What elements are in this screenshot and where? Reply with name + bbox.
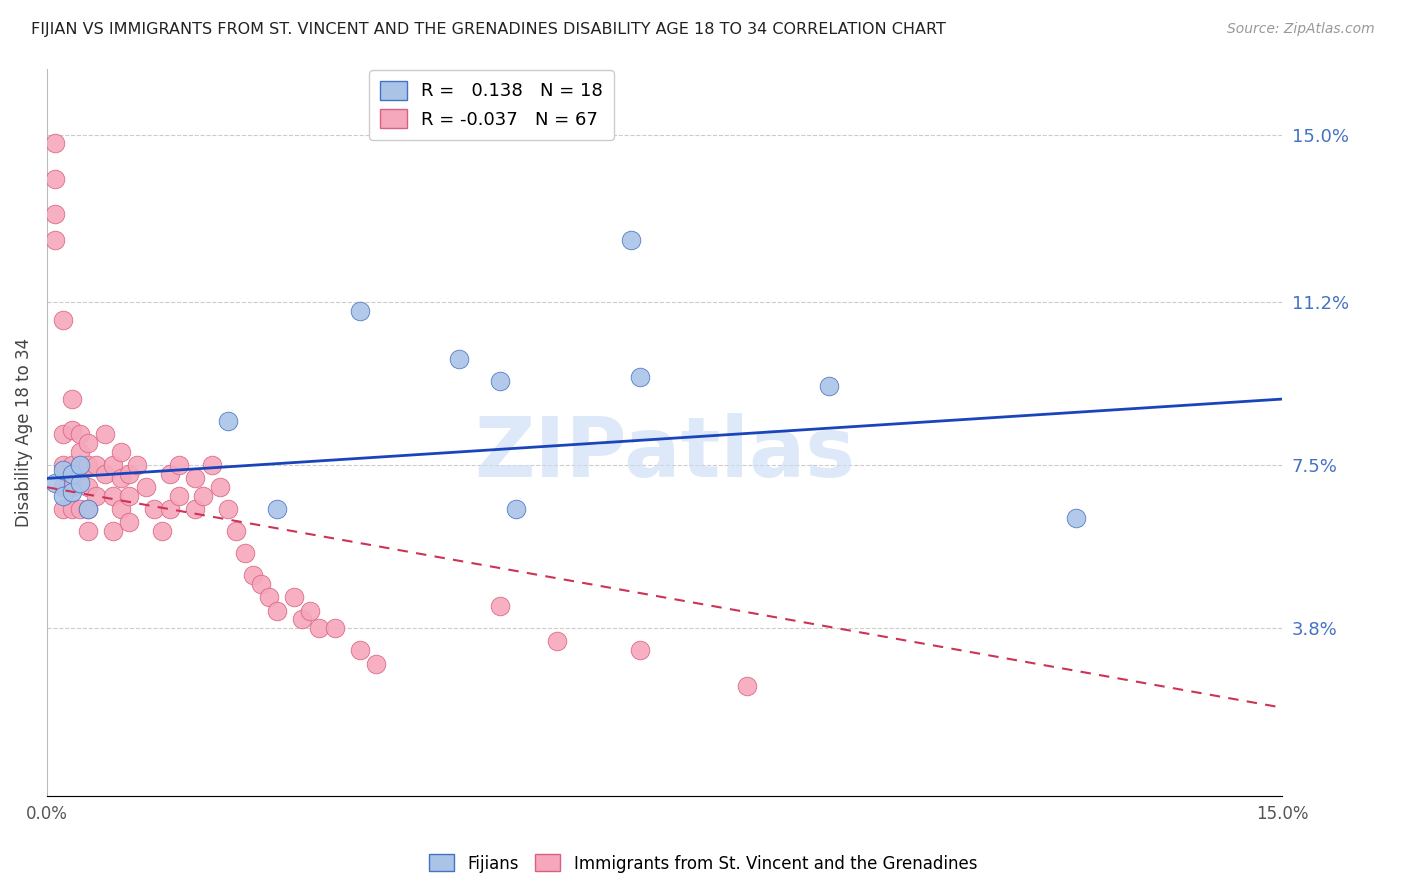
Point: [447, 352, 470, 367]
Point: [52, 489, 75, 503]
Point: [44, 234, 66, 248]
Point: [44, 136, 66, 151]
Point: [69, 467, 91, 481]
Point: [488, 599, 510, 614]
Point: [308, 621, 330, 635]
Point: [184, 502, 207, 516]
Point: [60, 484, 83, 499]
Point: [69, 458, 91, 473]
Point: [118, 467, 141, 481]
Point: [110, 502, 132, 516]
Point: [818, 379, 841, 393]
Point: [84, 458, 107, 473]
Point: [77, 502, 100, 516]
Point: [135, 480, 157, 494]
Point: [505, 502, 527, 516]
Point: [77, 524, 100, 539]
Point: [366, 657, 388, 671]
Point: [735, 679, 758, 693]
Point: [77, 502, 100, 516]
Point: [266, 604, 288, 618]
Point: [150, 524, 173, 539]
Point: [52, 312, 75, 326]
Point: [184, 471, 207, 485]
Point: [257, 591, 280, 605]
Point: [101, 458, 124, 473]
Point: [44, 207, 66, 221]
Point: [118, 516, 141, 530]
Point: [620, 234, 643, 248]
Point: [77, 436, 100, 450]
Point: [488, 375, 510, 389]
Point: [167, 458, 190, 473]
Point: [77, 458, 100, 473]
Point: [52, 427, 75, 442]
Point: [323, 621, 346, 635]
Point: [69, 475, 91, 490]
Point: [69, 445, 91, 459]
Point: [546, 634, 568, 648]
Point: [110, 445, 132, 459]
Point: [127, 458, 149, 473]
Point: [44, 475, 66, 490]
Point: [628, 370, 651, 384]
Point: [60, 423, 83, 437]
Text: FIJIAN VS IMMIGRANTS FROM ST. VINCENT AND THE GRENADINES DISABILITY AGE 18 TO 34: FIJIAN VS IMMIGRANTS FROM ST. VINCENT AN…: [31, 22, 946, 37]
Legend: Fijians, Immigrants from St. Vincent and the Grenadines: Fijians, Immigrants from St. Vincent and…: [422, 847, 984, 880]
Point: [1064, 511, 1087, 525]
Point: [291, 612, 314, 626]
Point: [52, 502, 75, 516]
Point: [250, 577, 273, 591]
Point: [299, 604, 322, 618]
Point: [44, 171, 66, 186]
Legend: R =   0.138   N = 18, R = -0.037   N = 67: R = 0.138 N = 18, R = -0.037 N = 67: [368, 70, 614, 140]
Point: [208, 480, 231, 494]
Point: [93, 467, 115, 481]
Point: [69, 427, 91, 442]
Point: [349, 304, 371, 318]
Point: [52, 458, 75, 473]
Point: [142, 502, 165, 516]
Point: [60, 502, 83, 516]
Point: [60, 458, 83, 473]
Point: [159, 467, 181, 481]
Point: [93, 427, 115, 442]
Point: [60, 480, 83, 494]
Point: [225, 524, 247, 539]
Point: [349, 643, 371, 657]
Point: [283, 591, 305, 605]
Point: [60, 392, 83, 406]
Point: [110, 471, 132, 485]
Point: [628, 643, 651, 657]
Text: ZIPatlas: ZIPatlas: [474, 414, 855, 494]
Point: [233, 546, 256, 560]
Point: [101, 489, 124, 503]
Point: [193, 489, 215, 503]
Point: [217, 502, 239, 516]
Text: Source: ZipAtlas.com: Source: ZipAtlas.com: [1227, 22, 1375, 37]
Point: [217, 414, 239, 428]
Point: [200, 458, 222, 473]
Point: [167, 489, 190, 503]
Point: [242, 568, 264, 582]
Point: [101, 524, 124, 539]
Y-axis label: Disability Age 18 to 34: Disability Age 18 to 34: [15, 337, 32, 526]
Point: [118, 489, 141, 503]
Point: [84, 489, 107, 503]
Point: [69, 502, 91, 516]
Point: [266, 502, 288, 516]
Point: [52, 480, 75, 494]
Point: [60, 467, 83, 481]
Point: [159, 502, 181, 516]
Point: [52, 462, 75, 476]
Point: [77, 480, 100, 494]
